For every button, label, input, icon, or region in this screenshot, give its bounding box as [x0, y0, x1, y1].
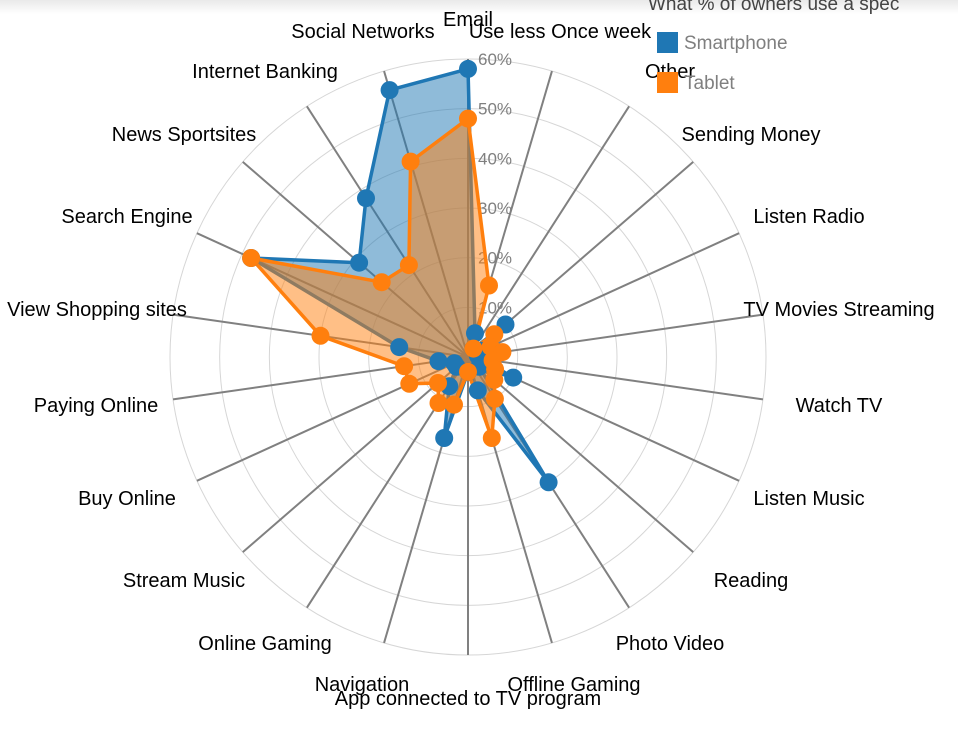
axis-label: Sending Money [682, 124, 821, 146]
data-point-tablet [429, 394, 448, 412]
data-point-smartphone [429, 352, 448, 371]
data-point-smartphone [390, 338, 409, 357]
chart-title: What % of owners use a spec [648, 0, 899, 15]
axis-label: View Shopping sites [7, 299, 187, 321]
legend-swatch-tablet [657, 72, 678, 93]
tick-label: 50% [478, 100, 512, 119]
data-point-smartphone [445, 354, 464, 373]
axis-spoke [467, 313, 764, 358]
data-point-tablet [429, 374, 447, 392]
radar-series-points [242, 59, 558, 492]
data-point-tablet [459, 109, 477, 128]
axis-label: Offline Gaming [507, 674, 640, 696]
axis-label: Use less Once week [469, 21, 652, 43]
data-point-smartphone [539, 473, 558, 492]
data-point-smartphone [380, 81, 399, 100]
data-point-smartphone [435, 429, 454, 447]
legend-swatch-smartphone [657, 32, 678, 53]
axis-label: Buy Online [78, 488, 176, 510]
data-point-tablet [445, 395, 463, 414]
data-point-tablet [399, 256, 418, 275]
legend-label-smartphone: Smartphone [684, 33, 788, 54]
data-point-tablet [485, 389, 504, 408]
axis-label: Watch TV [796, 395, 883, 417]
data-point-smartphone [350, 253, 369, 272]
axis-label: Navigation [315, 674, 410, 696]
axis-label: Search Engine [61, 206, 192, 228]
top-shadow [0, 0, 958, 14]
data-point-tablet [372, 273, 391, 292]
axis-label: Stream Music [123, 570, 245, 592]
tick-label: 60% [478, 50, 512, 69]
axis-label: Listen Music [753, 488, 864, 510]
data-point-tablet [482, 429, 501, 447]
axis-spoke [467, 232, 740, 358]
axis-label: Paying Online [34, 395, 159, 417]
axis-label: Internet Banking [192, 61, 338, 83]
data-point-smartphone [357, 189, 375, 208]
data-point-tablet [480, 276, 498, 295]
axis-label: Social Networks [291, 21, 434, 43]
tick-label: 10% [478, 298, 512, 317]
data-point-tablet [311, 326, 330, 345]
axis-spoke [467, 356, 764, 401]
axis-label: Photo Video [616, 633, 725, 655]
data-point-tablet [401, 152, 420, 171]
axis-label: Reading [714, 570, 789, 592]
tick-label: 30% [478, 199, 512, 218]
tick-label: 40% [478, 149, 512, 168]
legend: What % of owners use a spec Smartphone T… [648, 0, 899, 94]
axis-label: App connected to TV program [335, 688, 601, 710]
axis-label: Listen Radio [753, 206, 864, 228]
data-point-tablet [464, 339, 483, 358]
data-point-smartphone [466, 324, 484, 343]
axis-spoke [242, 356, 469, 553]
axis-label: TV Movies Streaming [743, 299, 934, 321]
axis-label: Email [443, 9, 493, 31]
data-point-smartphone [504, 368, 523, 387]
data-point-smartphone [459, 59, 477, 78]
axis-spoke [467, 356, 694, 553]
data-point-tablet [459, 362, 477, 381]
axis-spoke [467, 105, 630, 358]
axis-label: News Sportsites [112, 124, 257, 146]
data-point-tablet [242, 249, 261, 267]
data-point-tablet [485, 370, 504, 389]
axis-label: Online Gaming [198, 633, 331, 655]
radar-series-areas [249, 67, 551, 485]
data-point-tablet [395, 357, 414, 376]
data-point-tablet [400, 374, 419, 393]
data-point-smartphone [468, 381, 487, 400]
legend-label-tablet: Tablet [684, 73, 735, 94]
radar-tick-labels: 10%20%30%40%50%60% [478, 50, 512, 317]
